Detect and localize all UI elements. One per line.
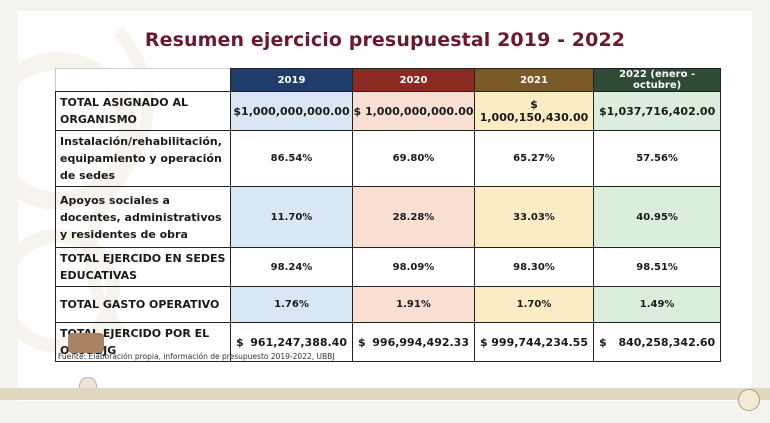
currency-symbol: $: [599, 335, 607, 349]
source-note: Fuente: Elaboración propia, información …: [58, 352, 335, 361]
row-label: TOTAL GASTO OPERATIVO: [55, 286, 231, 323]
amount: 840,258,342.60: [618, 335, 716, 349]
row-label: TOTAL EJERCIDO EN SEDES EDUCATIVAS: [55, 247, 231, 287]
header-2020: 2020: [352, 68, 475, 92]
cell-2019: 98.24%: [230, 247, 353, 287]
amount: 996,994,492.33: [372, 335, 469, 349]
cell-2020: 69.80%: [352, 130, 475, 187]
header-2021: 2021: [474, 68, 594, 92]
currency-symbol: $: [236, 335, 244, 349]
cell-2022: 40.95%: [592, 186, 722, 248]
table-row: Instalación/rehabilitación, equipamiento…: [55, 130, 722, 187]
table-row: TOTAL GASTO OPERATIVO 1.76% 1.91% 1.70% …: [55, 286, 722, 323]
header-blank-cell: [55, 68, 231, 92]
cell-2021: 1.70%: [474, 286, 594, 323]
cell-2019: 11.70%: [230, 186, 353, 248]
cell-2020: 98.09%: [352, 247, 475, 287]
row-label: Instalación/rehabilitación, equipamiento…: [55, 130, 231, 187]
people-photo: [68, 333, 104, 353]
cell-2022: 1.49%: [592, 286, 722, 323]
cell-2021: $999,744,234.55: [474, 322, 594, 362]
footer-bar: [0, 388, 770, 400]
page-title: Resumen ejercicio presupuestal 2019 - 20…: [144, 29, 626, 51]
amount: 961,247,388.40: [250, 335, 347, 349]
cell-2020: 28.28%: [352, 186, 475, 248]
table-row: TOTAL EJERCIDO EN SEDES EDUCATIVAS 98.24…: [55, 247, 722, 287]
table-row: TOTAL ASIGNADO AL ORGANISMO $1,000,000,0…: [55, 91, 722, 131]
cell-2022: $840,258,342.60: [592, 322, 722, 362]
currency-symbol: $: [358, 335, 366, 349]
cell-2021: 33.03%: [474, 186, 594, 248]
cell-2022: $1,037,716,402.00: [592, 91, 722, 131]
cell-2019: 1.76%: [230, 286, 353, 323]
cell-2022: 98.51%: [592, 247, 722, 287]
table-row: TOTAL EJERCIDO POR EL OCUBBJG $961,247,3…: [55, 322, 722, 362]
cell-2019: $1,000,000,000.00: [230, 91, 353, 131]
slide: Resumen ejercicio presupuestal 2019 - 20…: [18, 11, 752, 401]
cell-2020: 1.91%: [352, 286, 475, 323]
cell-2020: $996,994,492.33: [352, 322, 475, 362]
amount: 999,744,234.55: [491, 335, 588, 349]
amount: 1,037,716,402.00: [606, 104, 716, 118]
header-2019: 2019: [230, 68, 353, 92]
budget-table: 2019 2020 2021 2022 (enero - octubre) TO…: [55, 68, 722, 362]
cell-2022: 57.56%: [592, 130, 722, 187]
row-label: TOTAL ASIGNADO AL ORGANISMO: [55, 91, 231, 131]
table-row: Apoyos sociales a docentes, administrati…: [55, 186, 722, 248]
currency-symbol: $: [480, 335, 488, 349]
currency-symbol: $: [599, 104, 607, 118]
row-label: Apoyos sociales a docentes, administrati…: [55, 186, 231, 248]
cell-2021: 98.30%: [474, 247, 594, 287]
table-header-row: 2019 2020 2021 2022 (enero - octubre): [55, 68, 722, 92]
cell-2021: 65.27%: [474, 130, 594, 187]
cell-2019: 86.54%: [230, 130, 353, 187]
header-2022: 2022 (enero - octubre): [592, 68, 722, 92]
cell-2020: $ 1,000,000,000.00: [352, 91, 475, 131]
cell-2021: $ 1,000,150,430.00: [474, 91, 594, 131]
government-seal-icon: [738, 389, 760, 411]
